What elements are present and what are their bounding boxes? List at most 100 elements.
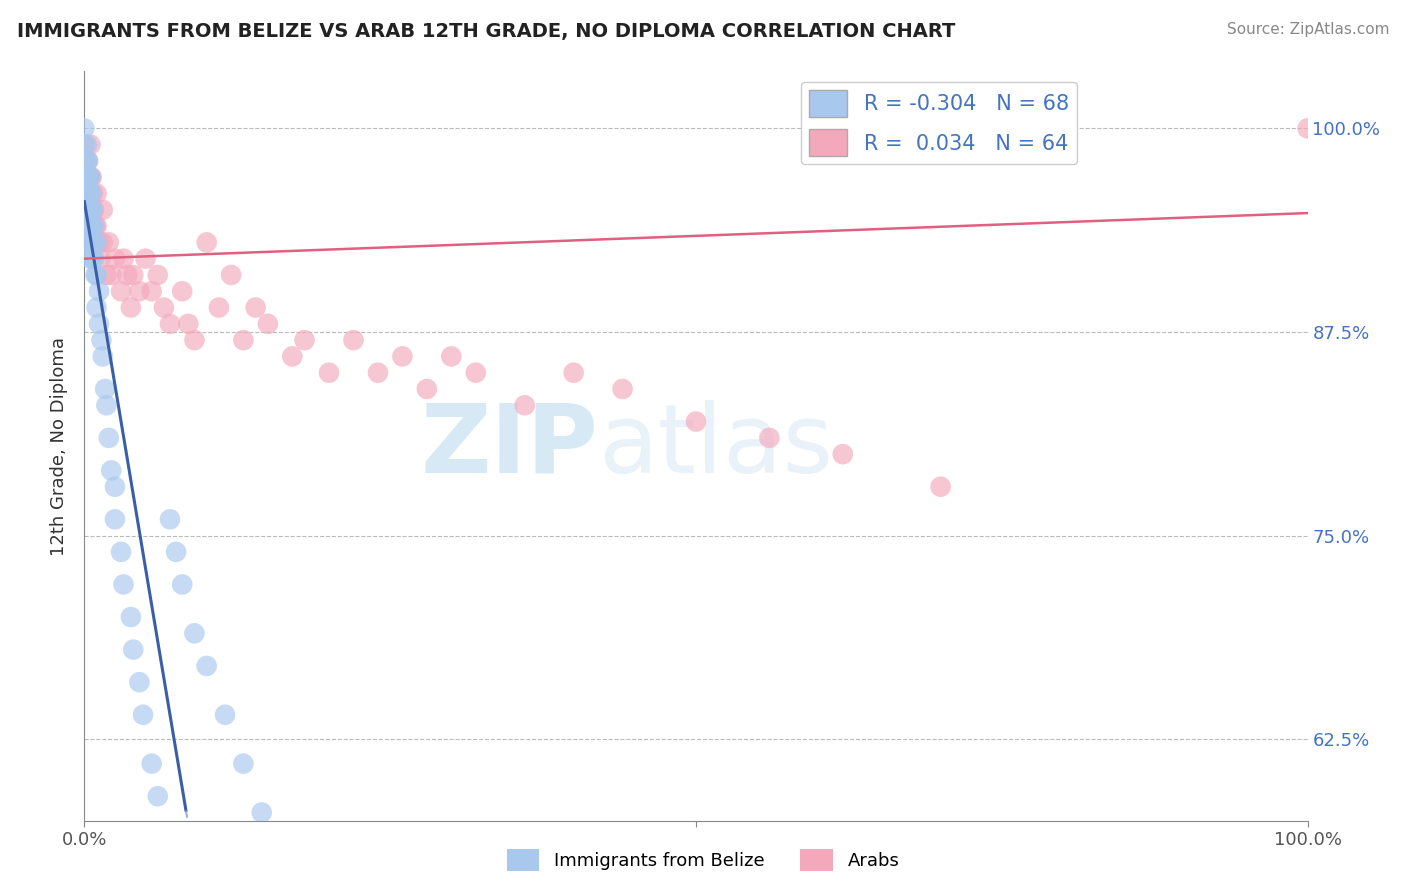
Point [80, 202, 103, 217]
Point [440, 350, 463, 364]
Text: Source: ZipAtlas.com: Source: ZipAtlas.com [1226, 22, 1389, 37]
Point [146, 268, 169, 282]
Point [232, 333, 254, 347]
Y-axis label: 12th Grade, No Diploma: 12th Grade, No Diploma [51, 336, 69, 556]
Point [82, 252, 104, 266]
Point [128, 285, 150, 299]
Point [82, 219, 104, 233]
Point [79, 186, 101, 201]
Point [172, 577, 194, 591]
Point [97, 431, 120, 445]
Point [416, 382, 439, 396]
Point [76, 186, 98, 201]
Point [77, 186, 100, 201]
Point [82, 186, 104, 201]
Point [513, 398, 536, 412]
Point [79, 170, 101, 185]
Point [281, 350, 304, 364]
Point [79, 170, 101, 185]
Point [219, 268, 242, 282]
Point [183, 333, 205, 347]
Point [77, 153, 100, 168]
Point [115, 268, 138, 282]
Point [91, 235, 114, 250]
Legend: R = -0.304   N = 68, R =  0.034   N = 64: R = -0.304 N = 68, R = 0.034 N = 64 [801, 82, 1077, 164]
Point [82, 202, 104, 217]
Point [929, 480, 952, 494]
Point [77, 202, 100, 217]
Point [73, 186, 96, 201]
Point [90, 333, 112, 347]
Point [73, 202, 96, 217]
Point [86, 268, 108, 282]
Point [73, 170, 96, 185]
Point [562, 366, 585, 380]
Text: ZIP: ZIP [420, 400, 598, 492]
Point [77, 235, 100, 250]
Point [73, 153, 96, 168]
Point [73, 121, 96, 136]
Point [831, 447, 853, 461]
Point [104, 512, 127, 526]
Point [153, 301, 176, 315]
Point [87, 235, 110, 250]
Point [758, 431, 780, 445]
Point [73, 137, 96, 152]
Point [122, 642, 145, 657]
Point [232, 756, 254, 771]
Point [110, 285, 132, 299]
Point [128, 675, 150, 690]
Point [96, 398, 118, 412]
Point [195, 235, 218, 250]
Point [146, 789, 169, 804]
Point [120, 610, 142, 624]
Point [612, 382, 634, 396]
Point [318, 366, 340, 380]
Point [141, 285, 163, 299]
Point [245, 301, 267, 315]
Point [112, 577, 135, 591]
Point [83, 219, 105, 233]
Point [73, 170, 96, 185]
Point [135, 252, 157, 266]
Point [342, 333, 364, 347]
Point [80, 186, 103, 201]
Point [89, 252, 111, 266]
Point [86, 301, 108, 315]
Point [76, 170, 98, 185]
Point [76, 153, 98, 168]
Point [87, 285, 110, 299]
Point [91, 350, 114, 364]
Point [76, 219, 98, 233]
Point [80, 170, 103, 185]
Point [84, 219, 107, 233]
Point [76, 153, 98, 168]
Point [77, 170, 100, 185]
Point [86, 235, 108, 250]
Point [76, 202, 98, 217]
Point [86, 219, 108, 233]
Point [122, 268, 145, 282]
Point [159, 317, 181, 331]
Point [172, 285, 194, 299]
Point [120, 301, 142, 315]
Legend: Immigrants from Belize, Arabs: Immigrants from Belize, Arabs [499, 842, 907, 879]
Point [195, 659, 218, 673]
Point [77, 202, 100, 217]
Point [165, 545, 187, 559]
Point [79, 202, 101, 217]
Point [94, 382, 117, 396]
Point [100, 268, 122, 282]
Point [685, 415, 707, 429]
Point [183, 626, 205, 640]
Point [83, 202, 105, 217]
Point [91, 202, 114, 217]
Point [250, 805, 273, 820]
Point [132, 707, 155, 722]
Point [97, 235, 120, 250]
Point [77, 170, 100, 185]
Point [84, 268, 107, 282]
Point [100, 463, 122, 477]
Point [1296, 121, 1319, 136]
Point [391, 350, 413, 364]
